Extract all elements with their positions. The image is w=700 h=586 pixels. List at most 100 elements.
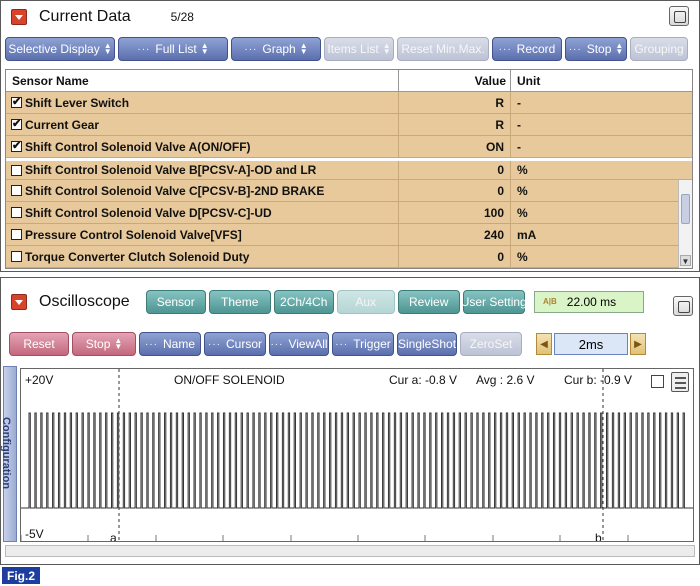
column-header-value[interactable]: Value <box>399 70 511 91</box>
reset-min-max-button[interactable]: Reset Min.Max. <box>397 37 489 61</box>
table-row[interactable]: Shift Lever Switch R- <box>6 92 692 114</box>
review-button[interactable]: Review <box>397 290 460 314</box>
record-button[interactable]: ··· Record <box>492 37 562 61</box>
cursor-b-marker: b <box>595 531 602 542</box>
table-row[interactable]: Torque Converter Clutch Solenoid Duty 0% <box>6 246 692 268</box>
button-label: Grouping <box>634 42 684 56</box>
timebase-increase-icon[interactable]: ▶ <box>630 333 646 355</box>
name-button[interactable]: ··· Name <box>139 332 201 356</box>
sensor-unit: mA <box>517 227 537 242</box>
row-checkbox[interactable] <box>11 207 22 218</box>
dots-icon: ··· <box>335 338 349 350</box>
cursor-a-marker: a <box>110 531 117 542</box>
reset-button[interactable]: Reset <box>9 332 69 356</box>
zeroset-button[interactable]: ZeroSet <box>460 332 522 356</box>
sensor-unit: % <box>517 249 528 264</box>
cursor-button[interactable]: ··· Cursor <box>204 332 266 356</box>
horizontal-scrollbar[interactable] <box>5 545 695 557</box>
dots-icon: ··· <box>208 338 221 350</box>
trigger-button[interactable]: ··· Trigger <box>332 332 394 356</box>
singleshot-button[interactable]: SingleShot <box>397 332 457 356</box>
sensor-unit: % <box>517 205 528 220</box>
sensor-value: 0 <box>399 180 511 201</box>
aux-button[interactable]: Aux <box>336 290 395 314</box>
channel-checkbox[interactable] <box>651 375 664 388</box>
scope-menu-icon[interactable] <box>671 372 689 392</box>
sensor-button[interactable]: Sensor <box>145 290 206 314</box>
up-down-arrows-icon: ▲ ▼ <box>382 41 391 56</box>
solenoid-waveform <box>21 412 693 509</box>
waveform-display[interactable]: +20V -5V ON/OFF SOLENOID Cur a: -0.8 V A… <box>20 368 694 542</box>
table-row[interactable]: Current Gear R- <box>6 114 692 136</box>
scroll-down-icon[interactable]: ▼ <box>680 255 691 266</box>
sensor-name: Pressure Control Solenoid Valve[VFS] <box>25 227 242 242</box>
maximize-button[interactable] <box>673 296 693 316</box>
button-label: SingleShot <box>397 337 457 351</box>
timebase-decrease-icon[interactable]: ◀ <box>536 333 552 355</box>
maximize-button[interactable] <box>669 6 689 26</box>
sensor-value: ON <box>399 136 511 157</box>
scrollbar-thumb[interactable] <box>681 194 690 224</box>
button-label: ZeroSet <box>469 337 513 351</box>
grouping-button[interactable]: Grouping <box>630 37 688 61</box>
selective-display-button[interactable]: Selective Display ▲ ▼ <box>5 37 115 61</box>
current-data-header: Current Data 5/28 <box>5 4 695 30</box>
column-header-unit[interactable]: Unit <box>517 74 541 88</box>
dots-icon: ··· <box>270 338 284 350</box>
figure-label: Fig.2 <box>2 567 40 584</box>
row-checkbox[interactable] <box>11 95 22 108</box>
button-label: Reset Min.Max. <box>401 42 485 56</box>
table-row[interactable]: Pressure Control Solenoid Valve[VFS] 240 m… <box>6 224 692 246</box>
button-label: Record <box>516 42 556 56</box>
time-readout-value: 22.00 ms <box>566 295 617 309</box>
row-checkbox[interactable] <box>11 251 22 262</box>
table-row[interactable]: Shift Control Solenoid Valve C[PCSV-B]-2… <box>6 180 692 202</box>
collapse-arrow-icon[interactable] <box>11 9 27 25</box>
timebase-control: ◀ 2ms ▶ <box>536 333 646 355</box>
cursor-delta-icon: A|B <box>543 297 557 306</box>
sensor-name: Shift Control Solenoid Valve D[PCSV-C]-U… <box>25 205 272 220</box>
stop-button[interactable]: Stop ▲ ▼ <box>72 332 136 356</box>
button-label: Stop <box>85 337 111 351</box>
sensor-value: 0 <box>399 161 511 179</box>
oscilloscope-header: Oscilloscope Sensor Theme 2Ch/4Ch Aux Review… <box>5 288 695 316</box>
row-checkbox[interactable] <box>11 139 22 152</box>
user-setting-button[interactable]: User Setting <box>461 290 527 314</box>
table-row[interactable]: Shift Control Solenoid Valve B[PCSV-A]-O… <box>6 158 692 180</box>
signal-name: ON/OFF SOLENOID <box>174 373 285 387</box>
graph-button[interactable]: ··· Graph ▲ ▼ <box>231 37 321 61</box>
button-label: Name <box>162 337 195 351</box>
sensor-name: Shift Control Solenoid Valve A(ON/OFF) <box>25 139 251 154</box>
average-readout: Avg : 2.6 V <box>476 373 535 387</box>
sensor-name-cell: Current Gear <box>6 114 399 135</box>
row-checkbox[interactable] <box>11 185 22 196</box>
oscilloscope-title: Oscilloscope <box>39 293 130 310</box>
2ch-4ch-button[interactable]: 2Ch/4Ch <box>273 290 334 314</box>
items-list-button[interactable]: Items List ▲ ▼ <box>324 37 394 61</box>
theme-button[interactable]: Theme <box>208 290 271 314</box>
configuration-tab[interactable]: Configuration <box>0 366 17 542</box>
sensor-name-cell: Shift Control Solenoid Valve A(ON/OFF) <box>6 136 399 157</box>
button-label: Selective Display <box>8 42 100 56</box>
timebase-value[interactable]: 2ms <box>554 333 628 355</box>
table-scrollbar[interactable]: ▼ <box>678 180 692 268</box>
button-label: Stop <box>586 42 612 56</box>
current-data-toolbar: Selective Display ▲ ▼ ··· Full List ▲ ▼ ··· Grap… <box>5 37 688 63</box>
dots-icon: ··· <box>137 43 151 55</box>
column-header-sensor-name[interactable]: Sensor Name <box>6 70 399 91</box>
row-checkbox[interactable] <box>11 117 22 130</box>
row-checkbox[interactable] <box>11 164 22 176</box>
dots-icon: ··· <box>144 338 158 350</box>
table-row[interactable]: Shift Control Solenoid Valve D[PCSV-C]-U… <box>6 202 692 224</box>
row-checkbox[interactable] <box>11 229 22 240</box>
full-list-button[interactable]: ··· Full List ▲ ▼ <box>118 37 228 61</box>
table-header: Sensor Name Value Unit <box>6 70 692 92</box>
collapse-arrow-icon[interactable] <box>11 294 27 310</box>
oscilloscope-toolbar: Reset Stop ▲ ▼ ··· Name ··· Cursor ··· ViewAll ···… <box>9 332 522 356</box>
stop-button[interactable]: ··· Stop ▲ ▼ <box>565 37 627 61</box>
dots-icon: ··· <box>568 43 582 55</box>
sensor-value: 0 <box>399 246 511 267</box>
table-row[interactable]: Shift Control Solenoid Valve A(ON/OFF) ON… <box>6 136 692 158</box>
viewall-button[interactable]: ··· ViewAll <box>269 332 329 356</box>
